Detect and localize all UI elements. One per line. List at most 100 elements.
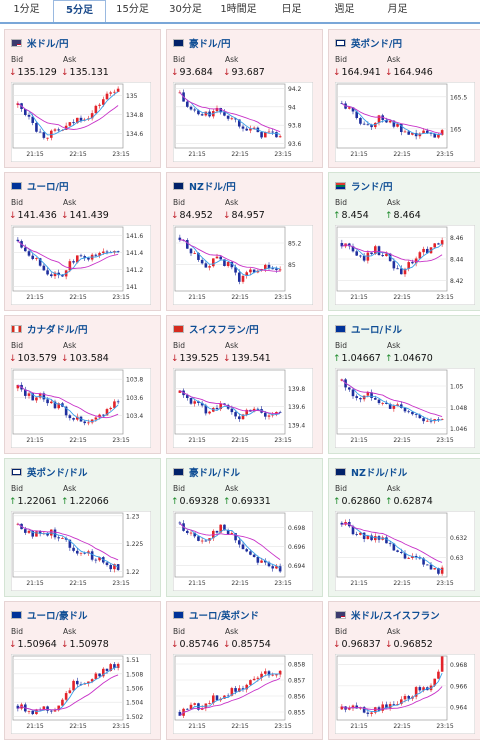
price-chart[interactable]: 0.698 0.696 0.694 21:15 22:15 23:15 bbox=[173, 511, 313, 591]
candle-body bbox=[16, 239, 20, 242]
rate-card[interactable]: 英ポンド/ドル Bid Ask ↑1.22061 ↑1.22066 1.23 1.225 1.… bbox=[4, 458, 161, 597]
bid-price: 164.941 bbox=[341, 67, 381, 78]
pair-name[interactable]: 米ドル/スイスフラン bbox=[351, 611, 440, 622]
y-tick-label: 1.508 bbox=[126, 671, 143, 678]
ask-label: Ask bbox=[387, 198, 401, 207]
candle-body bbox=[267, 131, 271, 133]
pair-name[interactable]: ユーロ/英ポンド bbox=[189, 611, 259, 622]
tab-6[interactable]: 週足 bbox=[334, 4, 355, 15]
candle-body bbox=[75, 255, 79, 263]
rate-card[interactable]: スイスフラン/円 Bid Ask ↓139.525 ↓139.541 139.8 139.6… bbox=[166, 315, 323, 454]
short-moving-average bbox=[341, 243, 443, 271]
candle-body bbox=[49, 710, 53, 712]
pair-header[interactable]: 米ドル/スイスフラン bbox=[335, 608, 440, 622]
pair-name[interactable]: ランド/円 bbox=[351, 182, 393, 193]
rate-card[interactable]: 英ポンド/円 Bid Ask ↓164.941 ↓164.946 165.5 165 21:1… bbox=[328, 29, 480, 168]
candlestick-chart: 103.8 103.6 103.4 21:15 22:15 23:15 bbox=[11, 368, 151, 448]
candle-body bbox=[208, 538, 211, 541]
candlestick-chart: 1.23 1.225 1.22 21:15 22:15 23:15 bbox=[11, 511, 151, 591]
pair-header[interactable]: 英ポンド/ドル bbox=[11, 465, 87, 479]
rate-card[interactable]: 豪ドル/円 Bid Ask ↓93.684 ↓93.687 94.2 94 93.8 93.6 2… bbox=[166, 29, 323, 168]
pair-name[interactable]: カナダドル/円 bbox=[27, 325, 88, 336]
pair-header[interactable]: ユーロ/ドル bbox=[335, 322, 402, 336]
pair-header[interactable]: ユーロ/英ポンド bbox=[173, 608, 259, 622]
price-chart[interactable]: 165.5 165 21:15 22:15 23:15 bbox=[335, 82, 475, 162]
candle-body bbox=[35, 397, 38, 401]
pair-name[interactable]: 英ポンド/円 bbox=[351, 39, 402, 50]
pair-name[interactable]: 豪ドル/ドル bbox=[189, 468, 240, 479]
pair-name[interactable]: 豪ドル/円 bbox=[189, 39, 231, 50]
tab-2[interactable]: 15分足 bbox=[116, 4, 149, 15]
pair-header[interactable]: NZドル/円 bbox=[173, 179, 236, 193]
candle-body bbox=[278, 136, 282, 138]
pair-header[interactable]: NZドル/ドル bbox=[335, 465, 407, 479]
pair-header[interactable]: スイスフラン/円 bbox=[173, 322, 259, 336]
tab-0[interactable]: 1分足 bbox=[13, 4, 40, 15]
pair-header[interactable]: ユーロ/円 bbox=[11, 179, 68, 193]
price-chart[interactable]: 1.05 1.048 1.046 21:15 22:15 23:15 bbox=[335, 368, 475, 448]
pair-name[interactable]: スイスフラン/円 bbox=[189, 325, 259, 336]
pair-name[interactable]: 米ドル/円 bbox=[27, 39, 69, 50]
rate-card[interactable]: ランド/円 Bid Ask ↑8.454 ↑8.464 8.46 8.44 8.42 21:15… bbox=[328, 172, 480, 311]
pair-header[interactable]: 豪ドル/円 bbox=[173, 36, 230, 50]
rate-card[interactable]: 豪ドル/ドル Bid Ask ↑0.69328 ↑0.69331 0.698 0.696 0.… bbox=[166, 458, 323, 597]
rate-card[interactable]: ユーロ/円 Bid Ask ↓141.436 ↓141.439 141.6 141.4 141… bbox=[4, 172, 161, 311]
rate-card[interactable]: ユーロ/豪ドル Bid Ask ↓1.50964 ↓1.50978 1.51 1.508 1.… bbox=[4, 601, 161, 740]
candle-body bbox=[411, 555, 414, 558]
price-chart[interactable]: 1.51 1.508 1.506 1.504 1.502 21:15 22:15 23:15 bbox=[11, 654, 151, 734]
price-chart[interactable]: 8.46 8.44 8.42 21:15 22:15 23:15 bbox=[335, 225, 475, 305]
rate-card[interactable]: ユーロ/英ポンド Bid Ask ↓0.85746 ↓0.85754 0.858 0.857… bbox=[166, 601, 323, 740]
tab-3[interactable]: 30分足 bbox=[169, 4, 202, 15]
price-chart[interactable]: 85.2 85 21:15 22:15 23:15 bbox=[173, 225, 313, 305]
pair-name[interactable]: NZドル/ドル bbox=[351, 468, 408, 479]
tab-1[interactable]: 5分足 bbox=[53, 0, 106, 22]
candle-body bbox=[377, 399, 381, 404]
price-chart[interactable]: 94.2 94 93.8 93.6 21:15 22:15 23:15 bbox=[173, 82, 313, 162]
tab-5[interactable]: 日足 bbox=[281, 4, 302, 15]
down-arrow-icon: ↓ bbox=[333, 640, 341, 650]
bid-label: Bid bbox=[173, 341, 185, 350]
pair-name[interactable]: NZドル/円 bbox=[189, 182, 236, 193]
candle-body bbox=[437, 419, 440, 420]
price-chart[interactable]: 103.8 103.6 103.4 21:15 22:15 23:15 bbox=[11, 368, 151, 448]
pair-header[interactable]: ランド/円 bbox=[335, 179, 392, 193]
tab-7[interactable]: 月足 bbox=[387, 4, 408, 15]
candle-body bbox=[116, 663, 120, 668]
candle-body bbox=[440, 419, 444, 420]
rate-card[interactable]: ユーロ/ドル Bid Ask ↑1.04667 ↑1.04670 1.05 1.048 1.0… bbox=[328, 315, 480, 454]
bid-price: 0.69328 bbox=[179, 496, 219, 507]
down-arrow-icon: ↓ bbox=[223, 354, 231, 364]
pair-name[interactable]: ユーロ/円 bbox=[27, 182, 69, 193]
tab-4[interactable]: 1時間足 bbox=[220, 4, 257, 15]
candle-body bbox=[429, 132, 433, 134]
pair-header[interactable]: 豪ドル/ドル bbox=[173, 465, 240, 479]
price-chart[interactable]: 135 134.8 134.6 21:15 22:15 23:15 bbox=[11, 82, 151, 162]
flag-icon bbox=[335, 468, 346, 476]
pair-header[interactable]: 英ポンド/円 bbox=[335, 36, 402, 50]
candlestick-chart: 0.968 0.966 0.964 21:15 22:15 23:15 bbox=[335, 654, 475, 734]
rate-card[interactable]: カナダドル/円 Bid Ask ↓103.579 ↓103.584 103.8 103.6 1… bbox=[4, 315, 161, 454]
pair-header[interactable]: カナダドル/円 bbox=[11, 322, 87, 336]
pair-name[interactable]: ユーロ/豪ドル bbox=[27, 611, 88, 622]
candle-body bbox=[351, 705, 355, 709]
rate-card[interactable]: 米ドル/円 Bid Ask ↓135.129 ↓135.131 135 134.8 134.6… bbox=[4, 29, 161, 168]
candle-body bbox=[381, 402, 385, 404]
pair-name[interactable]: ユーロ/ドル bbox=[351, 325, 402, 336]
rate-card[interactable]: NZドル/円 Bid Ask ↓84.952 ↓84.957 85.2 85 21:15 22:… bbox=[166, 172, 323, 311]
rate-card[interactable]: NZドル/ドル Bid Ask ↑0.62860 ↑0.62874 0.632 0.63 21… bbox=[328, 458, 480, 597]
price-chart[interactable]: 141.6 141.4 141.2 141 21:15 22:15 23:15 bbox=[11, 225, 151, 305]
candle-body bbox=[355, 251, 359, 256]
candle-body bbox=[245, 684, 249, 690]
y-tick-label: 85 bbox=[288, 262, 296, 269]
candle-body bbox=[351, 389, 355, 397]
price-chart[interactable]: 1.23 1.225 1.22 21:15 22:15 23:15 bbox=[11, 511, 151, 591]
price-chart[interactable]: 0.632 0.63 21:15 22:15 23:15 bbox=[335, 511, 475, 591]
pair-name[interactable]: 英ポンド/ドル bbox=[27, 468, 88, 479]
x-tick-label: 21:15 bbox=[26, 580, 43, 587]
price-chart[interactable]: 139.8 139.6 139.4 21:15 22:15 23:15 bbox=[173, 368, 313, 448]
price-chart[interactable]: 0.858 0.857 0.856 0.855 21:15 22:15 23:15 bbox=[173, 654, 313, 734]
pair-header[interactable]: 米ドル/円 bbox=[11, 36, 68, 50]
pair-header[interactable]: ユーロ/豪ドル bbox=[11, 608, 87, 622]
price-chart[interactable]: 0.968 0.966 0.964 21:15 22:15 23:15 bbox=[335, 654, 475, 734]
rate-card[interactable]: 米ドル/スイスフラン Bid Ask ↓0.96837 ↓0.96852 0.968 0.9… bbox=[328, 601, 480, 740]
